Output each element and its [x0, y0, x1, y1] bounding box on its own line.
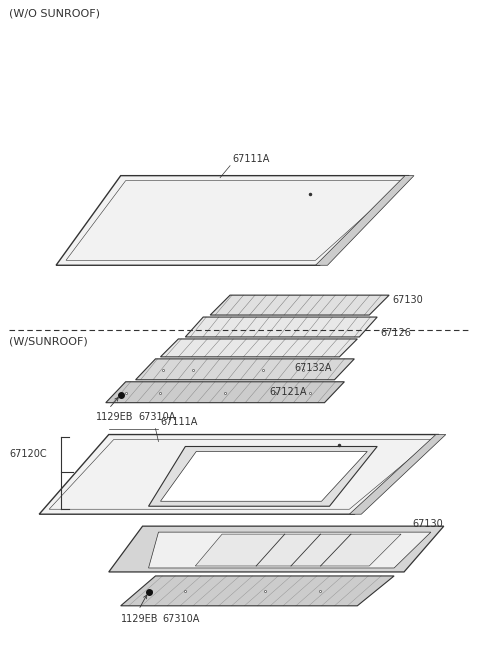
Polygon shape [148, 447, 377, 506]
Text: 67310A: 67310A [162, 614, 200, 624]
Polygon shape [349, 434, 446, 514]
Text: 1129EB: 1129EB [120, 614, 158, 624]
Polygon shape [109, 526, 444, 572]
Polygon shape [315, 176, 414, 265]
Text: 67126: 67126 [380, 328, 411, 338]
Text: 67130: 67130 [392, 295, 423, 305]
Polygon shape [106, 382, 344, 403]
Polygon shape [148, 532, 431, 568]
Text: 67120C: 67120C [9, 449, 47, 459]
Text: 67111A: 67111A [232, 154, 269, 164]
Text: (W/SUNROOF): (W/SUNROOF) [9, 337, 88, 347]
Text: 67132A: 67132A [295, 363, 332, 373]
Polygon shape [160, 339, 357, 357]
Text: 67121A: 67121A [270, 386, 307, 397]
Polygon shape [160, 451, 367, 501]
Polygon shape [120, 576, 394, 606]
Polygon shape [185, 317, 377, 337]
Text: 1129EB: 1129EB [96, 411, 133, 422]
Polygon shape [195, 534, 401, 566]
Polygon shape [56, 176, 409, 265]
Polygon shape [136, 359, 354, 380]
Text: 67310A: 67310A [139, 411, 176, 422]
Text: 67111A: 67111A [160, 417, 198, 426]
Text: (W/O SUNROOF): (W/O SUNROOF) [9, 9, 100, 18]
Text: 67130: 67130 [412, 519, 443, 529]
Polygon shape [39, 434, 439, 514]
Polygon shape [210, 295, 389, 315]
